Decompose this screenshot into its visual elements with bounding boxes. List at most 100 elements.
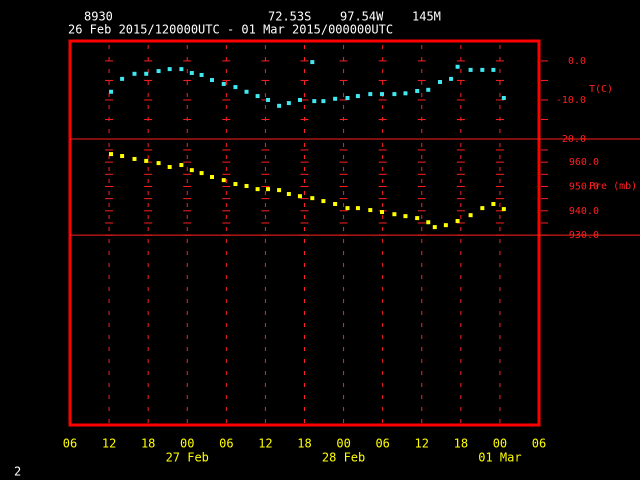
data-point: [156, 161, 161, 166]
x-tick-label: 00: [336, 437, 350, 451]
date-label: 28 Feb: [322, 451, 365, 465]
date-label: 27 Feb: [166, 451, 209, 465]
x-tick-label: 18: [141, 437, 155, 451]
data-point: [210, 174, 215, 179]
x-tick-label: 18: [297, 437, 311, 451]
page-number: 2: [14, 465, 21, 479]
longitude: 97.54W: [340, 10, 384, 24]
data-point: [355, 94, 360, 99]
data-point: [277, 188, 282, 193]
data-point: [132, 71, 137, 76]
data-point: [432, 225, 437, 230]
data-point: [392, 212, 397, 217]
data-point: [468, 213, 473, 218]
data-point: [491, 67, 496, 72]
data-point: [415, 88, 420, 93]
data-point: [286, 101, 291, 106]
data-point: [156, 69, 161, 74]
data-point: [321, 199, 326, 204]
data-point: [210, 78, 215, 83]
data-point: [266, 187, 271, 192]
data-point: [266, 97, 271, 102]
station-id: 8930: [84, 10, 113, 24]
latitude: 72.53S: [268, 10, 311, 24]
data-point: [437, 79, 442, 84]
data-point: [380, 210, 385, 215]
data-point: [403, 214, 408, 219]
data-point: [221, 178, 226, 183]
data-point: [255, 187, 260, 192]
x-tick-label: 00: [493, 437, 507, 451]
y-axis-label: T(C): [589, 84, 613, 95]
x-tick-label: 06: [219, 437, 233, 451]
y-tick-label: -10.0: [556, 95, 586, 106]
data-point: [221, 81, 226, 86]
period: 26 Feb 2015/120000UTC - 01 Mar 2015/0000…: [68, 23, 393, 37]
data-point: [355, 206, 360, 211]
data-point: [199, 72, 204, 77]
x-tick-label: 06: [63, 437, 77, 451]
data-point: [392, 92, 397, 97]
data-point: [426, 220, 431, 225]
data-point: [480, 67, 485, 72]
data-point: [426, 87, 431, 92]
data-point: [120, 76, 125, 81]
data-point: [189, 168, 194, 173]
data-point: [501, 96, 506, 101]
data-point: [480, 206, 485, 211]
data-point: [443, 223, 448, 228]
data-point: [455, 219, 460, 224]
data-point: [491, 201, 496, 206]
y-tick-label: 960.0: [569, 157, 599, 168]
data-point: [255, 94, 260, 99]
data-point: [380, 92, 385, 97]
frame: [68, 39, 541, 427]
data-point: [132, 156, 137, 161]
data-point: [277, 103, 282, 108]
data-point: [109, 152, 114, 157]
data-point: [109, 89, 114, 94]
data-point: [286, 192, 291, 197]
data-point: [233, 85, 238, 90]
data-point: [468, 67, 473, 72]
data-point: [449, 76, 454, 81]
data-point: [310, 60, 315, 65]
data-point: [403, 91, 408, 96]
x-tick-label: 06: [375, 437, 389, 451]
data-point: [179, 67, 184, 72]
x-tick-label: 12: [415, 437, 429, 451]
data-point: [345, 96, 350, 101]
data-point: [167, 164, 172, 169]
data-point: [333, 201, 338, 206]
data-point: [368, 92, 373, 97]
data-point: [310, 196, 315, 201]
data-point: [312, 99, 317, 104]
elevation: 145M: [412, 10, 441, 24]
data-point: [415, 216, 420, 221]
data-point: [333, 96, 338, 101]
y-tick-label: 0.0: [568, 56, 586, 67]
data-point: [120, 154, 125, 159]
y-tick-label: 940.0: [569, 206, 599, 217]
data-point: [179, 163, 184, 168]
data-point: [297, 97, 302, 102]
data-point: [321, 99, 326, 104]
data-point: [345, 206, 350, 211]
data-point: [167, 67, 172, 72]
date-label: 01 Mar: [478, 451, 521, 465]
x-tick-label: 00: [180, 437, 194, 451]
data-point: [244, 183, 249, 188]
data-point: [244, 89, 249, 94]
data-point: [189, 71, 194, 76]
data-point: [501, 207, 506, 212]
data-point: [199, 171, 204, 176]
data-point: [368, 208, 373, 213]
data-point: [144, 71, 149, 76]
y-axis-label: Pre (mb): [589, 181, 637, 192]
x-tick-label: 12: [102, 437, 116, 451]
data-point: [144, 158, 149, 163]
y-tick-label: 950.0: [569, 181, 599, 192]
data-point: [297, 194, 302, 199]
x-tick-label: 18: [454, 437, 468, 451]
